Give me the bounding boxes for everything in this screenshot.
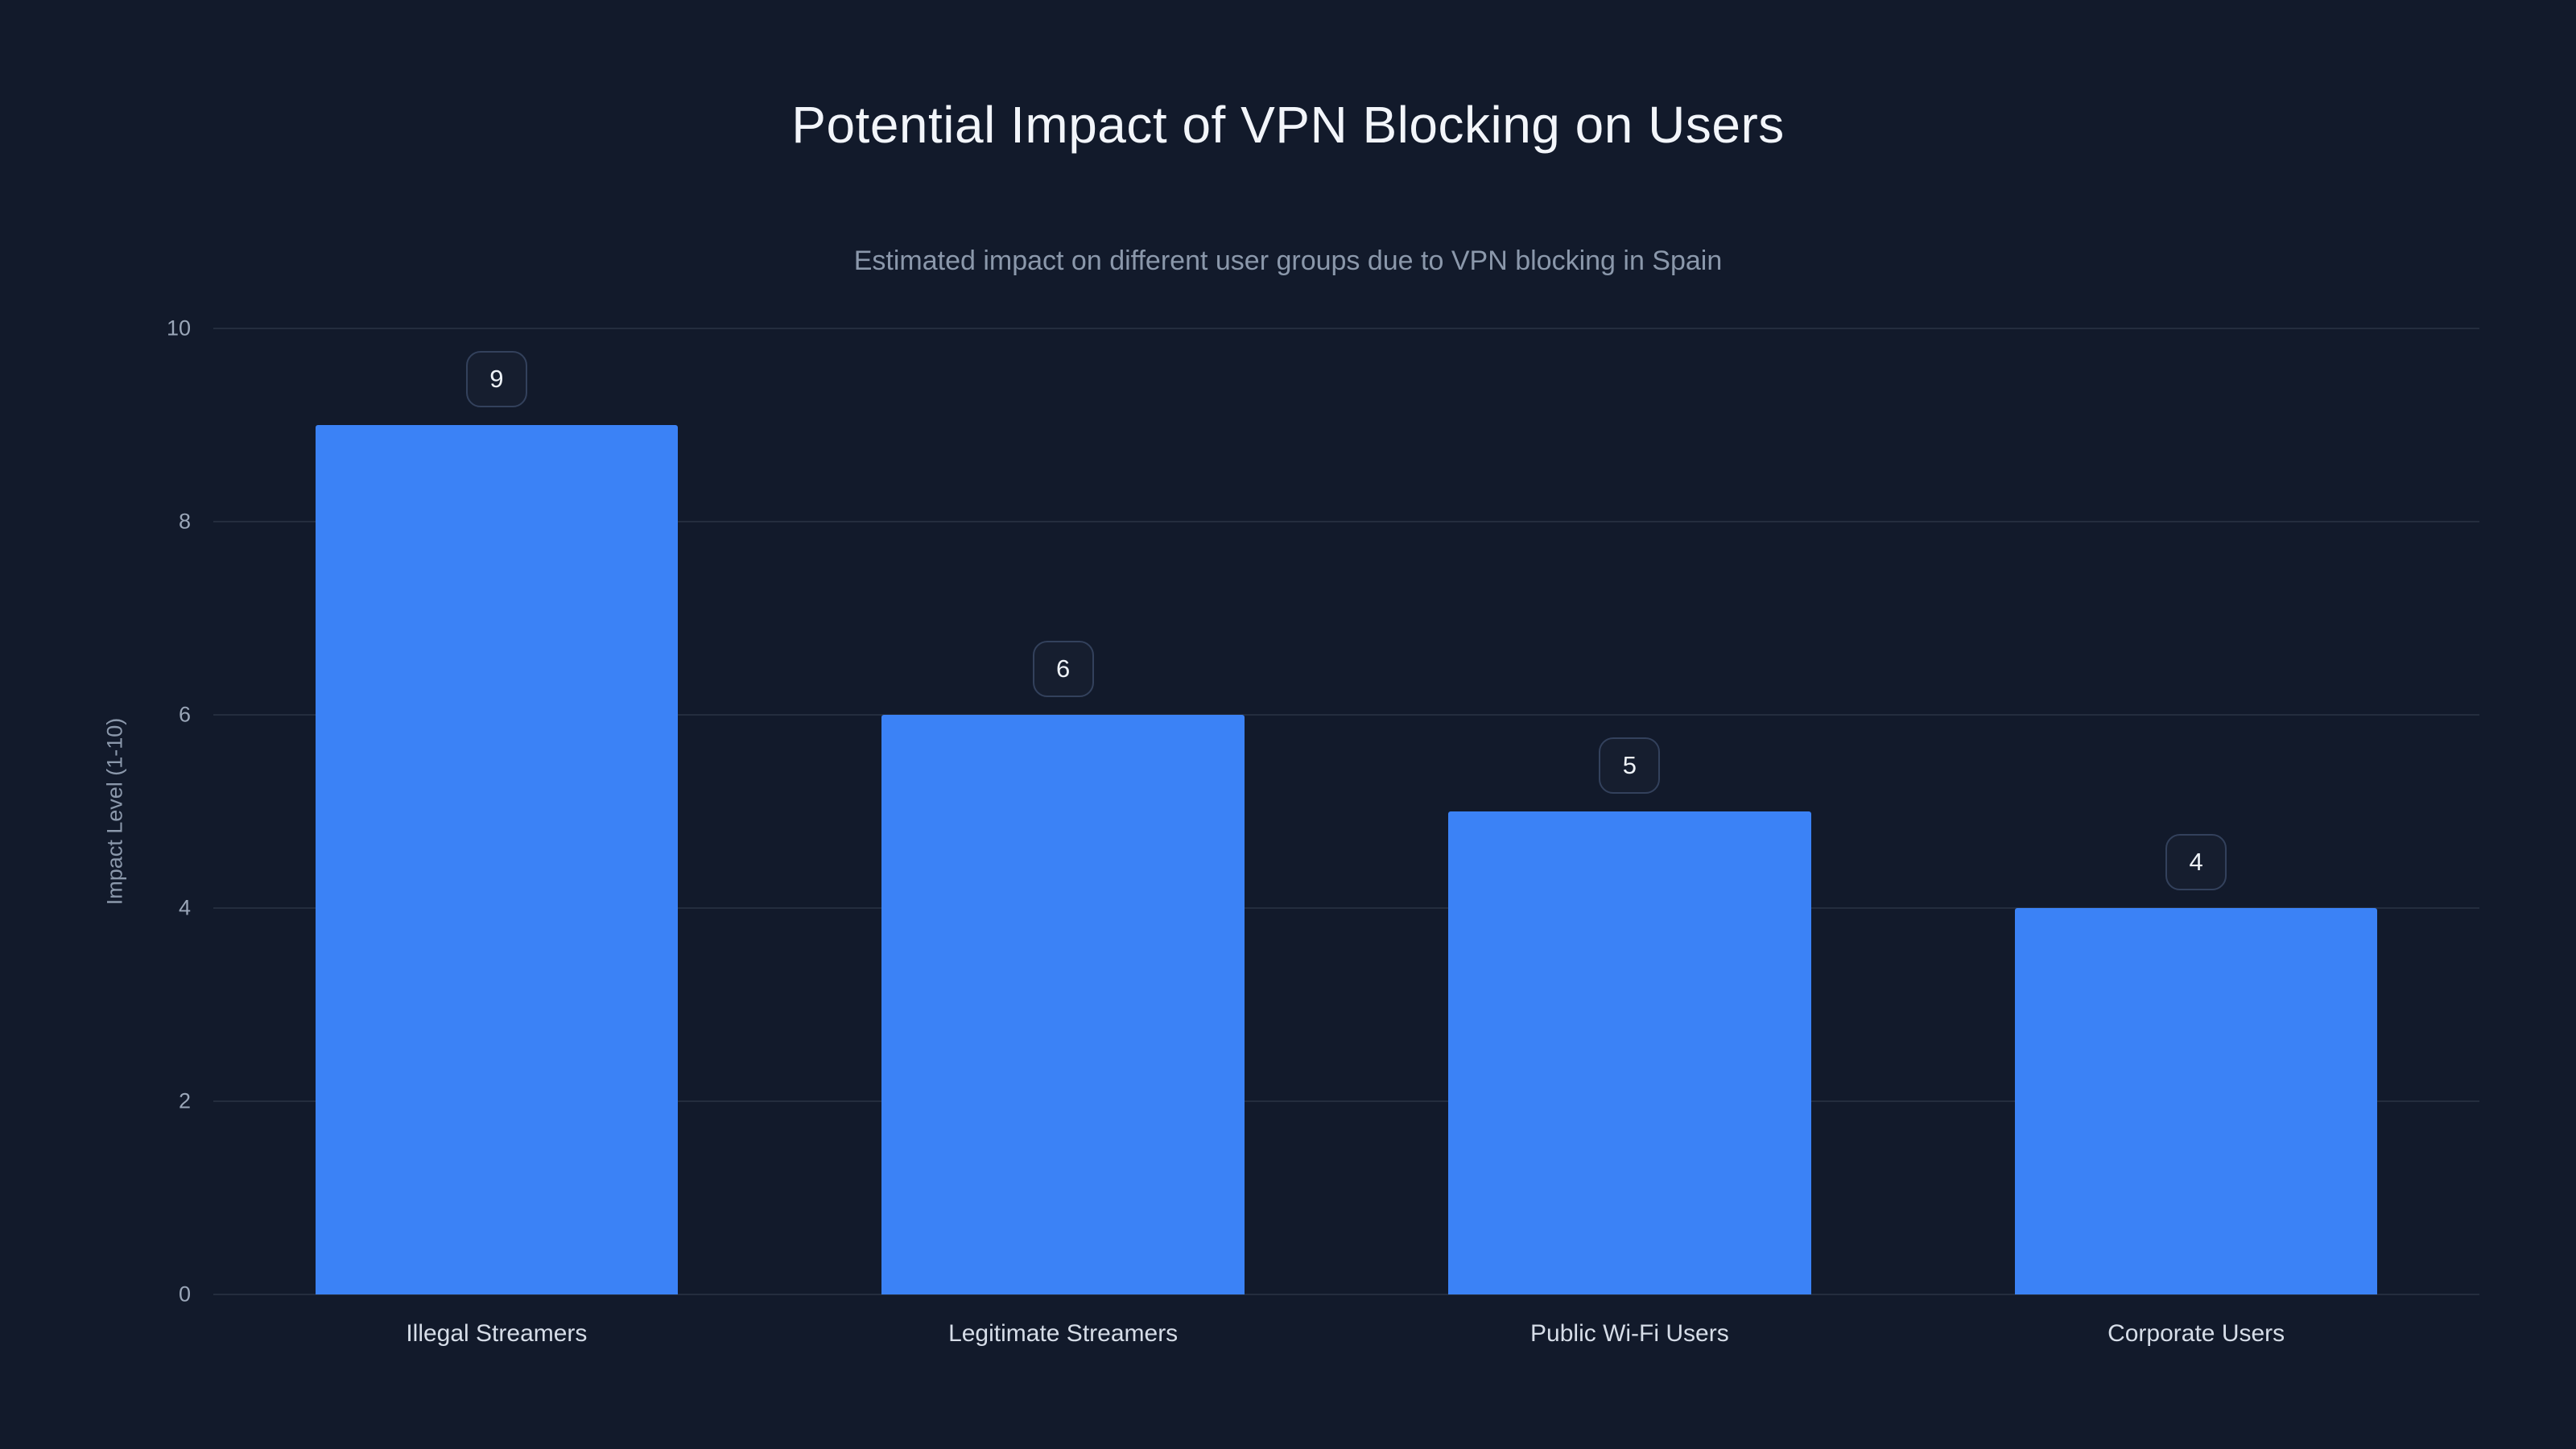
y-tick-label-10: 10	[166, 316, 191, 341]
bar-legitimate-streamers[interactable]	[881, 715, 1245, 1294]
gridline-y-0	[213, 1294, 2479, 1295]
bar-series: 9 6 5 4	[213, 328, 2479, 1294]
plot-area: 9 6 5 4 0 2 4 6 8 10	[167, 316, 2479, 1307]
chart-title: Potential Impact of VPN Blocking on User…	[791, 96, 1785, 154]
x-category-label-legitimate-streamers: Legitimate Streamers	[948, 1320, 1179, 1347]
gridline-y-4	[213, 907, 2479, 909]
bar-column-illegal-streamers: 9	[213, 328, 780, 1294]
gridline-y-10	[213, 328, 2479, 329]
chart-subtitle: Estimated impact on different user group…	[853, 246, 1723, 276]
x-category-label-corporate-users: Corporate Users	[2107, 1320, 2285, 1347]
value-label-legitimate-streamers: 6	[1032, 641, 1094, 697]
value-label-corporate-users: 4	[2165, 834, 2227, 890]
y-axis-title: Impact Level (1-10)	[102, 717, 127, 906]
value-label-public-wi-fi-users: 5	[1599, 737, 1661, 794]
bar-illegal-streamers[interactable]	[315, 425, 679, 1294]
bar-public-wi-fi-users[interactable]	[1448, 811, 1811, 1294]
bar-column-public-wi-fi-users: 5	[1347, 328, 1913, 1294]
y-tick-label-8: 8	[178, 509, 191, 534]
x-category-label-public-wi-fi-users: Public Wi-Fi Users	[1530, 1320, 1729, 1347]
bar-corporate-users[interactable]	[2014, 908, 2378, 1294]
y-tick-label-4: 4	[178, 895, 191, 920]
gridline-y-2	[213, 1100, 2479, 1102]
y-tick-label-2: 2	[178, 1088, 191, 1113]
bar-column-corporate-users: 4	[1913, 328, 2479, 1294]
gridline-y-8	[213, 521, 2479, 522]
value-label-illegal-streamers: 9	[465, 351, 527, 407]
y-tick-label-6: 6	[178, 702, 191, 727]
bar-column-legitimate-streamers: 6	[780, 328, 1347, 1294]
y-tick-label-0: 0	[178, 1282, 191, 1307]
x-category-label-illegal-streamers: Illegal Streamers	[406, 1320, 588, 1347]
x-axis-labels: Illegal Streamers Legitimate Streamers Pub…	[213, 1320, 2479, 1348]
gridline-y-6	[213, 714, 2479, 716]
